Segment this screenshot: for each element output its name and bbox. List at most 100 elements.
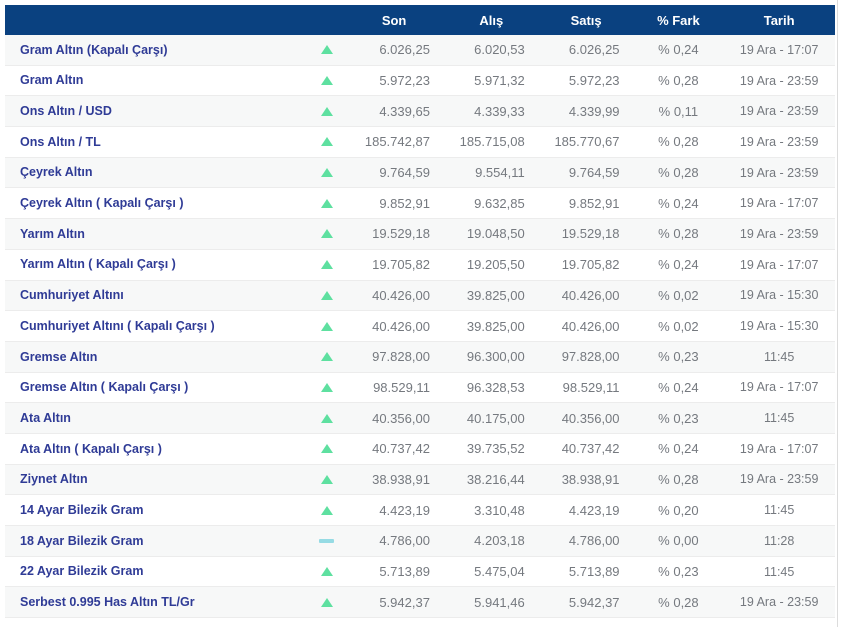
sell-price-value: 38.938,91 bbox=[561, 471, 620, 487]
up-arrow-icon bbox=[320, 352, 333, 362]
sell-price-value: 4.339,99 bbox=[568, 103, 620, 119]
instrument-name-link[interactable]: Çeyrek Altın ( Kapalı Çarşı ) bbox=[20, 196, 184, 211]
last-price-value: 97.828,00 bbox=[372, 349, 430, 365]
up-arrow-icon bbox=[320, 229, 333, 239]
instrument-name-link[interactable]: 18 Ayar Bilezik Gram bbox=[20, 533, 144, 548]
buy-price-value: 4.339,33 bbox=[474, 103, 525, 119]
last-price-value: 5.972,23 bbox=[379, 73, 430, 89]
buy-price-value: 38.216,44 bbox=[466, 471, 525, 487]
table-row: Ata Altın 40.356,00 40.175,00 40.356,00 … bbox=[5, 403, 835, 434]
sell-price-value: 19.529,18 bbox=[561, 226, 620, 242]
up-arrow-icon bbox=[320, 505, 333, 515]
up-arrow-icon bbox=[320, 45, 333, 55]
instrument-name-link[interactable]: Serbest 0.995 Has Altın TL/Gr bbox=[20, 595, 195, 610]
percent-change-value: % 0,23 bbox=[658, 564, 699, 580]
last-price-value: 98.529,11 bbox=[373, 379, 430, 395]
percent-change-value: % 0,24 bbox=[658, 257, 699, 273]
buy-price-value: 185.715,08 bbox=[459, 134, 525, 150]
timestamp-value: 19 Ara - 23:59 bbox=[739, 104, 819, 119]
instrument-name-link[interactable]: Yarım Altın ( Kapalı Çarşı ) bbox=[20, 257, 176, 272]
instrument-name-link[interactable]: Gremse Altın bbox=[20, 349, 98, 364]
up-arrow-icon bbox=[320, 290, 333, 300]
last-price-value: 40.356,00 bbox=[372, 410, 430, 426]
header-cell-fark: % Fark bbox=[657, 12, 700, 28]
last-price-value: 5.942,37 bbox=[379, 594, 430, 610]
percent-change-value: % 0,02 bbox=[658, 318, 699, 334]
sell-price-value: 19.705,82 bbox=[561, 257, 620, 273]
instrument-name-link[interactable]: Ata Altın ( Kapalı Çarşı ) bbox=[20, 441, 162, 456]
instrument-name-link[interactable]: Ons Altın / TL bbox=[20, 134, 101, 149]
table-row: Cumhuriyet Altını ( Kapalı Çarşı ) 40.42… bbox=[5, 311, 835, 342]
last-price-value: 6.026,25 bbox=[379, 42, 430, 58]
buy-price-value: 5.971,32 bbox=[474, 73, 525, 89]
timestamp-value: 19 Ara - 17:07 bbox=[739, 441, 819, 456]
last-price-value: 40.426,00 bbox=[372, 287, 430, 303]
buy-price-value: 19.205,50 bbox=[466, 257, 525, 273]
instrument-name-link[interactable]: Yarım Altın bbox=[20, 226, 85, 241]
percent-change-value: % 0,24 bbox=[658, 379, 699, 395]
instrument-name-link[interactable]: Gremse Altın ( Kapalı Çarşı ) bbox=[20, 380, 189, 395]
instrument-name-link[interactable]: 22 Ayar Bilezik Gram bbox=[20, 564, 144, 579]
buy-price-value: 39.825,00 bbox=[466, 318, 525, 334]
percent-change-value: % 0,00 bbox=[658, 533, 699, 549]
timestamp-value: 19 Ara - 23:59 bbox=[739, 595, 819, 610]
up-arrow-icon bbox=[320, 168, 333, 178]
timestamp-value: 19 Ara - 15:30 bbox=[739, 319, 819, 334]
instrument-name-link[interactable]: 14 Ayar Bilezik Gram bbox=[20, 502, 144, 517]
sell-price-value: 9.852,91 bbox=[568, 195, 620, 211]
buy-price-value: 9.554,11 bbox=[475, 165, 525, 181]
gold-prices-table: Son Alış Satış % Fark Tarih Gram Altın (… bbox=[5, 5, 835, 619]
instrument-name-link[interactable]: Çeyrek Altın bbox=[20, 165, 93, 180]
table-row: 18 Ayar Bilezik Gram 4.786,00 4.203,18 4… bbox=[5, 526, 835, 557]
last-price-value: 9.852,91 bbox=[379, 195, 430, 211]
header-cell-son: Son bbox=[381, 12, 407, 28]
header-cell-satis: Satış bbox=[570, 12, 602, 28]
header-cell-tarih: Tarih bbox=[763, 12, 795, 28]
instrument-name-link[interactable]: Ata Altın bbox=[20, 410, 71, 425]
timestamp-value: 19 Ara - 17:07 bbox=[739, 42, 819, 57]
sell-price-value: 40.356,00 bbox=[561, 410, 620, 426]
header-cell-name bbox=[5, 5, 309, 35]
sell-price-value: 97.828,00 bbox=[561, 349, 620, 365]
instrument-name-link[interactable]: Gram Altın (Kapalı Çarşı) bbox=[20, 42, 168, 57]
table-row: Ziynet Altın 38.938,91 38.216,44 38.938,… bbox=[5, 464, 835, 496]
up-arrow-icon bbox=[320, 597, 333, 607]
sell-price-value: 40.737,42 bbox=[561, 441, 620, 457]
table-row: 14 Ayar Bilezik Gram 4.423,19 3.310,48 4… bbox=[5, 495, 835, 526]
sell-price-value: 9.764,59 bbox=[568, 165, 620, 181]
up-arrow-icon bbox=[320, 198, 333, 208]
sell-price-value: 40.426,00 bbox=[561, 318, 620, 334]
last-price-value: 40.737,42 bbox=[372, 441, 430, 457]
table-row: Yarım Altın 19.529,18 19.048,50 19.529,1… bbox=[5, 219, 835, 250]
timestamp-value: 19 Ara - 23:59 bbox=[739, 134, 819, 149]
percent-change-value: % 0,23 bbox=[658, 349, 699, 365]
sell-price-value: 4.786,00 bbox=[568, 533, 620, 549]
sell-price-value: 5.713,89 bbox=[568, 564, 620, 580]
buy-price-value: 6.020,53 bbox=[474, 42, 525, 58]
last-price-value: 9.764,59 bbox=[379, 165, 430, 181]
instrument-name-link[interactable]: Cumhuriyet Altını bbox=[20, 288, 124, 303]
table-row: Ons Altın / USD 4.339,65 4.339,33 4.339,… bbox=[5, 96, 835, 128]
table-row: Cumhuriyet Altını 40.426,00 39.825,00 40… bbox=[5, 280, 835, 312]
sell-price-value: 40.426,00 bbox=[561, 287, 620, 303]
buy-price-value: 3.310,48 bbox=[474, 502, 525, 518]
table-row: Gremse Altın ( Kapalı Çarşı ) 98.529,11 … bbox=[5, 372, 835, 404]
last-price-value: 19.705,82 bbox=[372, 257, 430, 273]
buy-price-value: 96.328,53 bbox=[466, 379, 525, 395]
percent-change-value: % 0,24 bbox=[658, 195, 699, 211]
last-price-value: 40.426,00 bbox=[372, 318, 430, 334]
instrument-name-link[interactable]: Ziynet Altın bbox=[20, 472, 88, 487]
percent-change-value: % 0,28 bbox=[658, 226, 699, 242]
table-row: 22 Ayar Bilezik Gram 5.713,89 5.475,04 5… bbox=[5, 556, 835, 588]
last-price-value: 38.938,91 bbox=[372, 471, 430, 487]
percent-change-value: % 0,28 bbox=[658, 134, 699, 150]
header-cell-trend bbox=[309, 5, 344, 35]
instrument-name-link[interactable]: Cumhuriyet Altını ( Kapalı Çarşı ) bbox=[20, 318, 215, 333]
last-price-value: 4.339,65 bbox=[379, 103, 430, 119]
buy-price-value: 40.175,00 bbox=[466, 410, 525, 426]
up-arrow-icon bbox=[320, 444, 333, 454]
timestamp-value: 11:45 bbox=[763, 503, 795, 518]
instrument-name-link[interactable]: Gram Altın bbox=[20, 73, 84, 88]
instrument-name-link[interactable]: Ons Altın / USD bbox=[20, 104, 112, 119]
timestamp-value: 19 Ara - 17:07 bbox=[739, 380, 819, 395]
